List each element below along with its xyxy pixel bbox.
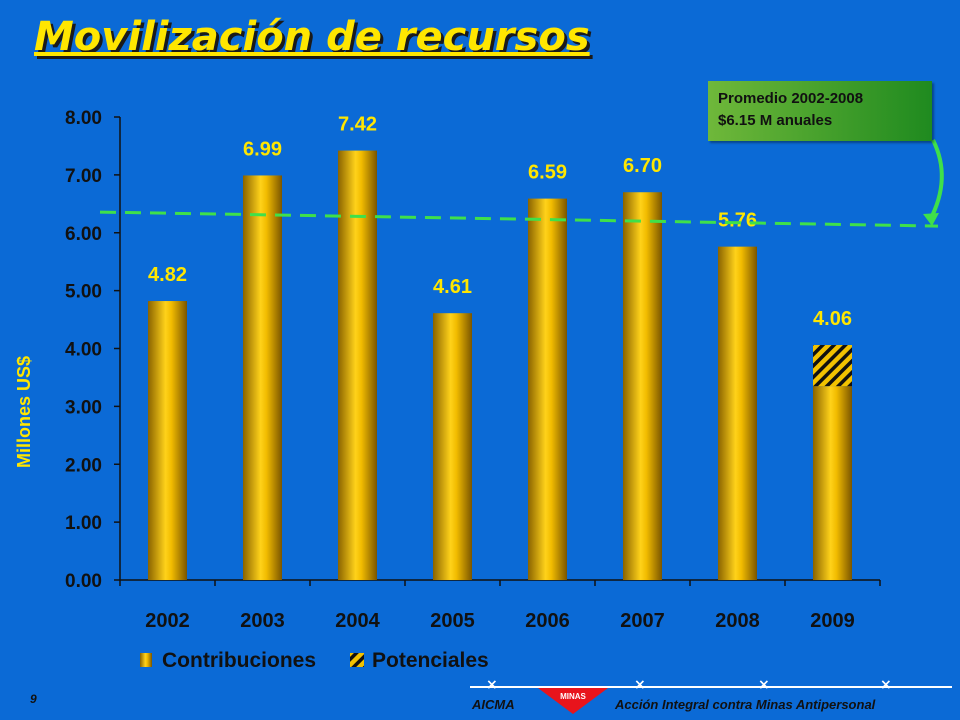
- x-tick-label: 2005: [430, 610, 475, 632]
- y-tick-label: 4.00: [65, 340, 102, 361]
- bar-contribuciones: [718, 246, 757, 580]
- x-tick-label: 2004: [335, 610, 380, 632]
- x-mark-icon: ×: [758, 677, 770, 693]
- bar-contribuciones: [623, 192, 662, 581]
- page-title: Movilización de recursos: [34, 14, 590, 60]
- slide-number: 9: [30, 692, 37, 706]
- data-label: 6.99: [243, 138, 282, 160]
- bar-contribuciones: [148, 301, 187, 580]
- y-tick-label: 1.00: [65, 513, 102, 534]
- data-label: 4.06: [813, 308, 852, 330]
- data-label: 4.61: [433, 276, 472, 298]
- y-tick-label: 8.00: [65, 108, 102, 129]
- x-tick-label: 2006: [525, 610, 570, 632]
- data-label: 6.59: [528, 162, 567, 184]
- footer-program: Acción Integral contra Minas Antipersona…: [615, 697, 876, 712]
- footer-divider: [470, 686, 952, 688]
- legend-label-contribuciones: Contribuciones: [162, 649, 316, 672]
- x-mark-icon: ×: [634, 677, 646, 693]
- average-line: [99, 210, 939, 228]
- average-callout: Promedio 2002-2008 $6.15 M anuales: [708, 81, 932, 141]
- bar-contribuciones: [813, 386, 852, 580]
- x-tick-label: 2002: [145, 610, 190, 632]
- x-tick-label: 2008: [715, 610, 760, 632]
- legend-swatch-potenciales: [350, 653, 364, 667]
- y-tick-label: 6.00: [65, 224, 102, 245]
- data-label: 7.42: [338, 114, 377, 136]
- data-label: 6.70: [623, 155, 662, 177]
- callout-line-2: $6.15 M anuales: [718, 112, 833, 129]
- x-tick-label: 2003: [240, 610, 285, 632]
- x-tick-label: 2009: [810, 610, 855, 632]
- bar-potenciales: [813, 345, 852, 387]
- bar-contribuciones: [528, 198, 567, 580]
- legend-swatch-contribuciones: [140, 653, 152, 667]
- y-tick-label: 2.00: [65, 455, 102, 476]
- y-axis-title: Millones US$: [14, 356, 34, 468]
- y-tick-label: 0.00: [65, 571, 102, 592]
- footer-org: AICMA: [472, 697, 515, 712]
- bar-contribuciones: [433, 313, 472, 580]
- legend-label-potenciales: Potenciales: [372, 649, 489, 672]
- x-mark-icon: ×: [880, 677, 892, 693]
- y-tick-label: 5.00: [65, 282, 102, 303]
- y-tick-label: 7.00: [65, 166, 102, 187]
- callout-arrowhead: [923, 213, 939, 226]
- data-label: 4.82: [148, 264, 187, 286]
- data-label: 5.76: [718, 210, 757, 232]
- bar-contribuciones: [338, 150, 377, 580]
- bar-contribuciones: [243, 175, 282, 581]
- x-tick-label: 2007: [620, 610, 665, 632]
- mines-logo-text: MINAS: [560, 692, 586, 701]
- mines-logo-icon: MINAS: [538, 688, 608, 714]
- callout-line-1: Promedio 2002-2008: [718, 90, 864, 107]
- callout-arrow: [928, 139, 944, 221]
- y-tick-label: 3.00: [65, 397, 102, 418]
- x-mark-icon: ×: [486, 677, 498, 693]
